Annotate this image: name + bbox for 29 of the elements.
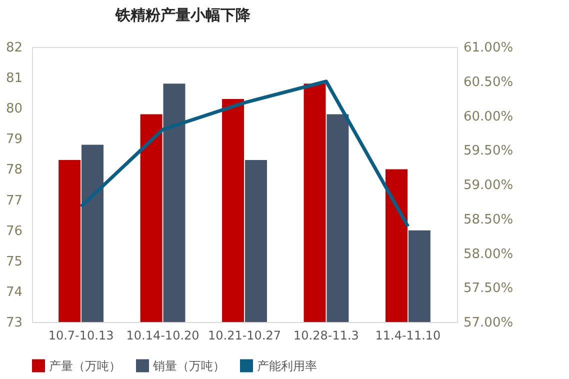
y-tick-label: 79 [6,132,22,148]
y2-tick-label: 60.50% [464,74,514,90]
x-tick-label: 10.14-10.20 [126,328,200,342]
y-tick-label: 81 [6,71,22,86]
y-tick-label: 80 [6,102,22,117]
y-tick-label: 73 [6,316,22,330]
y-tick-label: 78 [6,162,22,178]
y2-tick-label: 59.00% [464,178,514,193]
y2-tick-label: 61.00% [464,40,514,56]
y2-tick-label: 58.00% [464,246,514,262]
y-tick-label: 74 [6,284,22,300]
y2-tick-label: 57.00% [464,316,514,330]
x-tick-label: 10.21-10.27 [208,328,282,342]
legend-label: 产能利用率 [257,358,317,373]
legend-label: 销量（万吨） [152,358,225,373]
y2-tick-label: 58.50% [464,212,514,228]
y-tick-label: 76 [6,224,22,239]
x-tick-label: 10.7-10.13 [48,328,114,342]
line-series [79,80,410,228]
y2-tick-label: 60.00% [464,109,514,124]
y-tick-label: 77 [6,193,22,208]
y2-tick-label: 59.50% [464,144,514,159]
legend-label: 产量（万吨） [49,358,121,373]
chart-title: 铁精粉产量小幅下降 [114,6,252,24]
y-tick-label: 75 [6,254,22,270]
x-tick-label: 10.28-11.3 [294,328,359,342]
x-tick-label: 11.4-11.10 [375,328,441,342]
y-tick-label: 82 [6,40,22,56]
y2-tick-label: 57.50% [464,281,514,296]
